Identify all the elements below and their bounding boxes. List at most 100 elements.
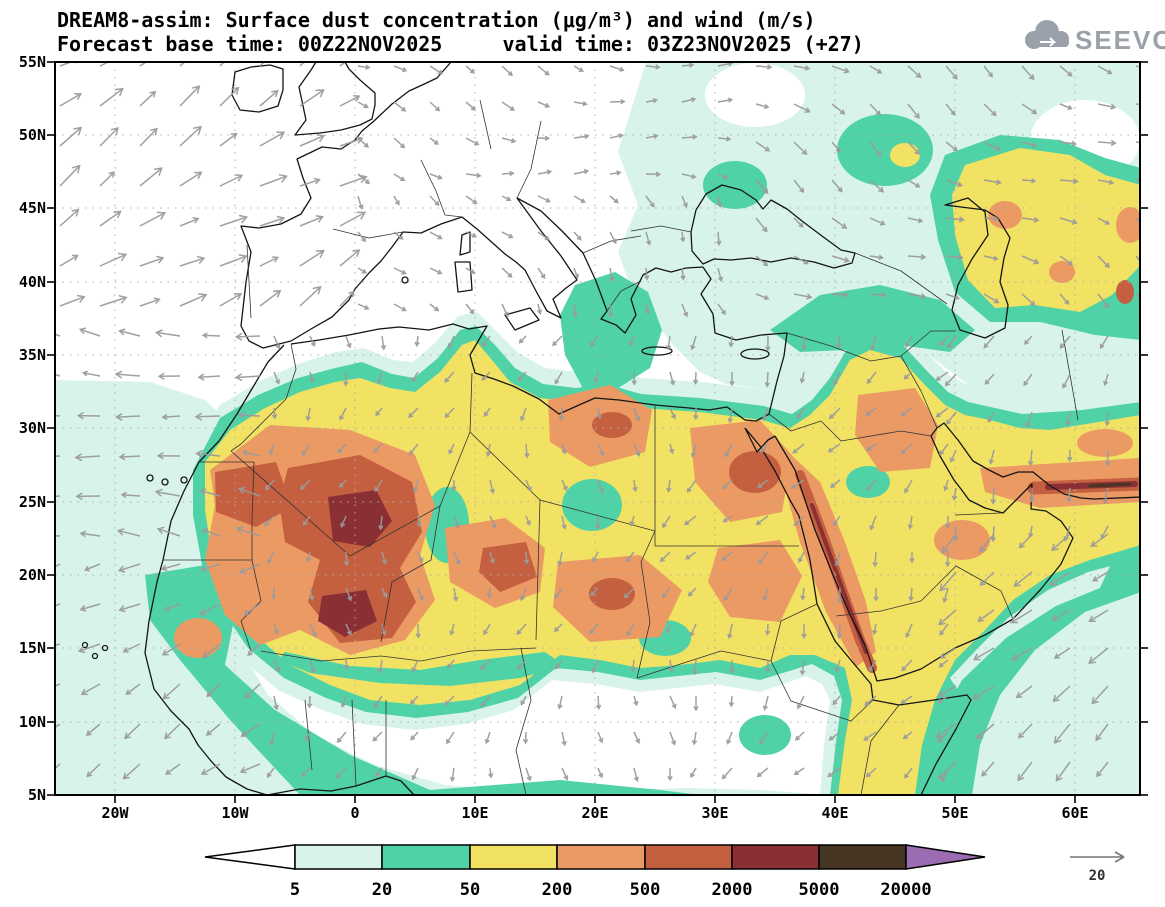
dust-region-caucasus-orange-1 [988, 201, 1022, 229]
wind-arrow [453, 551, 461, 566]
legend-value: 5000 [799, 880, 840, 900]
wind-arrow [55, 723, 61, 729]
wind-arrow [591, 659, 599, 674]
wind-arrow [831, 65, 850, 74]
wind-arrow [561, 731, 567, 747]
dust-region-se-band-teal [925, 500, 1140, 795]
wind-arrow [727, 407, 733, 424]
wind-arrow [945, 141, 959, 152]
wind-arrow [1097, 293, 1110, 309]
wind-arrow [573, 267, 580, 280]
wind-arrow [339, 95, 361, 107]
wind-arrow [273, 371, 281, 385]
wind-arrow [273, 335, 281, 350]
wind-arrow [629, 515, 635, 527]
wind-arrow [722, 515, 733, 523]
wind-arrow [792, 443, 805, 454]
wind-arrow [717, 173, 729, 180]
dust-region-central-med-teal [560, 272, 662, 392]
wind-arrow [728, 335, 734, 348]
wind-arrow [416, 515, 422, 528]
wind-arrow [630, 659, 636, 673]
wind-arrow [340, 515, 347, 528]
wind-arrow [1059, 217, 1078, 225]
wind-arrow [429, 137, 439, 145]
wind-arrow [869, 217, 886, 226]
wind-arrow [1021, 178, 1037, 184]
wind-arrow [525, 515, 531, 526]
coast-caspian-sea [944, 197, 1011, 339]
wind-arrow [608, 303, 614, 319]
lat-label: 15N [19, 639, 46, 657]
wind-arrow [259, 289, 282, 307]
wind-arrow [573, 168, 590, 175]
wind-arrow [299, 479, 311, 491]
wind-arrow [429, 65, 444, 75]
wind-arrow [343, 551, 350, 567]
lat-label: 20N [19, 566, 46, 584]
cloud-icon [1025, 20, 1069, 49]
wind-arrow [573, 195, 586, 203]
wind-arrow [537, 169, 553, 175]
wind-arrow [645, 133, 659, 139]
wind-arrow [717, 267, 724, 283]
wind-arrow [271, 407, 278, 420]
wind-arrow [522, 731, 529, 745]
wind-arrow [760, 443, 769, 453]
lon-label: 20W [101, 804, 129, 822]
dust-region-libya-brick [592, 412, 632, 438]
wind-arrow [305, 407, 311, 422]
wind-arrow [411, 371, 419, 383]
wind-arrow [465, 195, 478, 205]
wind-arrow [865, 767, 877, 778]
wind-arrow [834, 551, 841, 567]
wind-arrow [659, 551, 671, 563]
wind-arrow [662, 587, 671, 599]
wind-arrow [115, 412, 141, 421]
dust-region-caucasus-yellow [952, 148, 1140, 312]
wind-arrow [1025, 411, 1033, 428]
wind-arrow [827, 443, 841, 453]
wind-arrow [1135, 293, 1140, 300]
wind-arrow [907, 253, 927, 261]
wind-arrow [179, 171, 203, 187]
wind-arrow [666, 479, 672, 493]
wind-arrow [669, 371, 676, 386]
wind-arrow [345, 623, 352, 636]
wind-arrow [55, 495, 61, 498]
wind-arrow [609, 133, 624, 139]
wind-arrow [219, 174, 244, 187]
wind-arrow [409, 695, 419, 705]
coast-black-sea [690, 184, 856, 269]
wind-arrow [975, 723, 995, 740]
wind-arrow [1062, 373, 1071, 389]
dust-region-niger-brick [479, 542, 537, 592]
chart-title: DREAM8-assim: Surface dust concentration… [57, 8, 816, 32]
island-crete [641, 346, 673, 356]
country-borders [163, 99, 1079, 795]
wind-arrow [729, 659, 735, 674]
wind-arrow [270, 587, 277, 600]
wind-arrow [120, 491, 141, 499]
wind-arrow [552, 335, 563, 347]
wind-arrow [1059, 255, 1074, 266]
wind-arrow [259, 256, 279, 267]
wind-arrow [241, 449, 261, 457]
wind-arrow [1097, 139, 1117, 147]
wind-arrow [609, 170, 622, 176]
wind-arrow [299, 177, 321, 187]
wind-arrow [726, 731, 733, 745]
wind-arrow [836, 335, 842, 349]
wind-arrow [99, 210, 122, 227]
coast-iran-gulf [936, 422, 1140, 500]
wind-arrow [755, 64, 773, 70]
lat-label: 25N [19, 493, 46, 511]
wind-arrow [945, 65, 958, 80]
island-sicily [504, 307, 540, 331]
wind-arrow [765, 335, 771, 352]
dust-region-caucasus-orange-2 [1049, 261, 1075, 283]
legend-value: 50 [460, 880, 480, 900]
wind-arrow [945, 103, 956, 116]
wind-arrow [309, 659, 316, 674]
wind-arrow [412, 479, 419, 494]
